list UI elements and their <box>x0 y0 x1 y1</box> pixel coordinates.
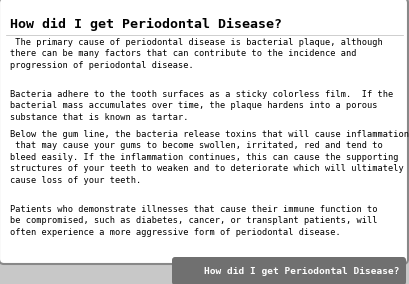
Text: Patients who demonstrate illnesses that cause their immune function to
be compro: Patients who demonstrate illnesses that … <box>10 205 378 237</box>
Text: How did I get Periodontal Disease?: How did I get Periodontal Disease? <box>204 266 399 275</box>
FancyBboxPatch shape <box>0 0 408 264</box>
FancyBboxPatch shape <box>172 257 406 284</box>
Text: Below the gum line, the bacteria release toxins that will cause inflammation
 th: Below the gum line, the bacteria release… <box>10 130 409 185</box>
Text: Bacteria adhere to the tooth surfaces as a sticky colorless film.  If the
bacter: Bacteria adhere to the tooth surfaces as… <box>10 90 393 122</box>
Text: The primary cause of periodontal disease is bacterial plaque, although
there can: The primary cause of periodontal disease… <box>10 38 383 70</box>
Text: How did I get Periodontal Disease?: How did I get Periodontal Disease? <box>10 18 282 31</box>
